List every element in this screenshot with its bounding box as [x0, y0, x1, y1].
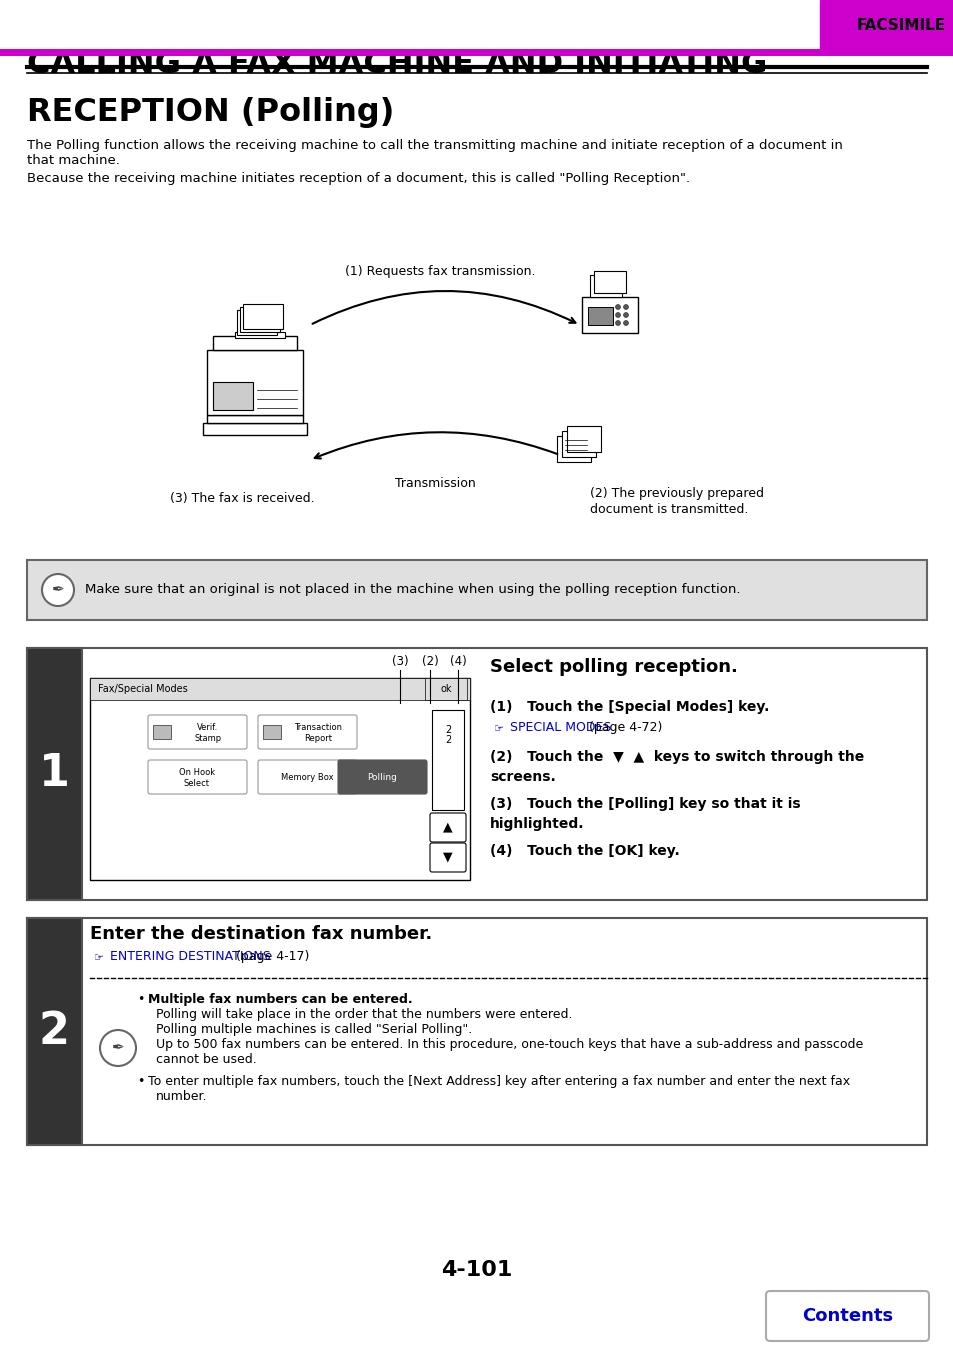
Bar: [90, 678, 470, 700]
Bar: [587, 307, 613, 326]
FancyBboxPatch shape: [257, 715, 356, 748]
Text: •: •: [138, 1075, 150, 1088]
Text: 1: 1: [38, 753, 70, 796]
Text: 4-101: 4-101: [441, 1260, 512, 1279]
FancyBboxPatch shape: [765, 1292, 928, 1342]
Text: Multiple fax numbers can be entered.: Multiple fax numbers can be entered.: [148, 993, 413, 1006]
Bar: [263, 725, 281, 739]
Text: (2) The previously prepared: (2) The previously prepared: [589, 486, 763, 500]
Text: 2: 2: [38, 1011, 70, 1052]
Text: (3): (3): [392, 655, 408, 667]
Text: (3) The fax is received.: (3) The fax is received.: [170, 492, 314, 505]
Bar: [561, 431, 596, 457]
Bar: [90, 678, 470, 880]
Bar: [27, 917, 82, 1146]
Text: ok: ok: [439, 684, 452, 694]
Text: Memory Box: Memory Box: [280, 774, 333, 782]
Bar: [589, 276, 621, 297]
Text: To enter multiple fax numbers, touch the [Next Address] key after entering a fax: To enter multiple fax numbers, touch the…: [148, 1075, 849, 1088]
Bar: [207, 350, 303, 415]
Text: that machine.: that machine.: [27, 154, 120, 168]
Text: SPECIAL MODES: SPECIAL MODES: [510, 721, 611, 734]
Bar: [203, 423, 307, 435]
FancyBboxPatch shape: [337, 761, 427, 794]
Text: Because the receiving machine initiates reception of a document, this is called : Because the receiving machine initiates …: [27, 172, 689, 185]
Text: ✒: ✒: [112, 1040, 124, 1055]
Bar: [27, 648, 926, 900]
Text: (3)   Touch the [Polling] key so that it is: (3) Touch the [Polling] key so that it i…: [490, 797, 800, 811]
Text: CALLING A FAX MACHINE AND INITIATING: CALLING A FAX MACHINE AND INITIATING: [27, 49, 766, 80]
Text: Polling: Polling: [367, 774, 396, 782]
Text: Verif.
Stamp: Verif. Stamp: [194, 723, 221, 743]
Text: (1) Requests fax transmission.: (1) Requests fax transmission.: [344, 265, 535, 278]
Text: ENTERING DESTINATIONS: ENTERING DESTINATIONS: [110, 950, 271, 963]
Text: ▼: ▼: [443, 851, 453, 863]
Bar: [213, 336, 296, 350]
Text: Contents: Contents: [801, 1306, 892, 1325]
Bar: [566, 426, 600, 453]
FancyBboxPatch shape: [148, 715, 247, 748]
Text: Polling multiple machines is called "Serial Polling".: Polling multiple machines is called "Ser…: [156, 1023, 472, 1036]
FancyBboxPatch shape: [148, 761, 247, 794]
Circle shape: [615, 320, 619, 326]
Bar: [557, 436, 590, 462]
Text: (page 4-17): (page 4-17): [232, 950, 309, 963]
Circle shape: [623, 304, 628, 309]
Bar: [820, 0, 953, 50]
Text: Enter the destination fax number.: Enter the destination fax number.: [90, 925, 432, 943]
Text: RECEPTION (Polling): RECEPTION (Polling): [27, 97, 394, 128]
Text: screens.: screens.: [490, 770, 556, 784]
Text: The Polling function allows the receiving machine to call the transmitting machi: The Polling function allows the receivin…: [27, 139, 842, 153]
Text: (1)   Touch the [Special Modes] key.: (1) Touch the [Special Modes] key.: [490, 700, 768, 713]
Bar: [424, 678, 467, 700]
Circle shape: [615, 304, 619, 309]
Bar: [243, 304, 283, 330]
Text: •: •: [138, 993, 150, 1006]
Text: ☞: ☞: [494, 724, 503, 734]
Circle shape: [615, 312, 619, 317]
Text: Transaction
Report: Transaction Report: [294, 723, 341, 743]
Bar: [240, 307, 280, 332]
Text: document is transmitted.: document is transmitted.: [589, 503, 747, 516]
Text: Polling will take place in the order that the numbers were entered.: Polling will take place in the order tha…: [156, 1008, 572, 1021]
Text: Select polling reception.: Select polling reception.: [490, 658, 737, 676]
Text: number.: number.: [156, 1090, 208, 1102]
Text: ✒: ✒: [51, 582, 64, 597]
FancyBboxPatch shape: [430, 843, 465, 871]
Text: (4): (4): [449, 655, 466, 667]
Text: Transmission: Transmission: [395, 477, 475, 490]
Circle shape: [623, 312, 628, 317]
Text: cannot be used.: cannot be used.: [156, 1052, 256, 1066]
Text: ☞: ☞: [94, 952, 104, 963]
Text: 2: 2: [444, 725, 451, 735]
Text: Make sure that an original is not placed in the machine when using the polling r: Make sure that an original is not placed…: [85, 584, 740, 597]
Circle shape: [100, 1029, 136, 1066]
Bar: [594, 272, 625, 293]
Text: ▲: ▲: [443, 820, 453, 834]
Bar: [152, 725, 171, 739]
Text: 2: 2: [444, 735, 451, 744]
Bar: [27, 917, 926, 1146]
Bar: [27, 648, 82, 900]
Bar: [236, 309, 276, 335]
Text: highlighted.: highlighted.: [490, 817, 584, 831]
Text: (page 4-72): (page 4-72): [585, 721, 662, 734]
Text: (4)   Touch the [OK] key.: (4) Touch the [OK] key.: [490, 844, 679, 858]
Bar: [207, 415, 303, 423]
Circle shape: [623, 320, 628, 326]
Circle shape: [42, 574, 74, 607]
Bar: [234, 332, 285, 338]
Text: Fax/Special Modes: Fax/Special Modes: [98, 684, 188, 694]
FancyBboxPatch shape: [257, 761, 356, 794]
Bar: [213, 382, 253, 409]
Text: (2)   Touch the  ▼  ▲  keys to switch through the: (2) Touch the ▼ ▲ keys to switch through…: [490, 750, 863, 765]
Bar: [432, 711, 463, 811]
Text: (2): (2): [421, 655, 438, 667]
Bar: [27, 561, 926, 620]
Text: On Hook
Select: On Hook Select: [179, 769, 214, 788]
Text: Up to 500 fax numbers can be entered. In this procedure, one-touch keys that hav: Up to 500 fax numbers can be entered. In…: [156, 1038, 862, 1051]
FancyBboxPatch shape: [430, 813, 465, 842]
Bar: [581, 297, 638, 332]
Text: FACSIMILE: FACSIMILE: [856, 18, 945, 32]
